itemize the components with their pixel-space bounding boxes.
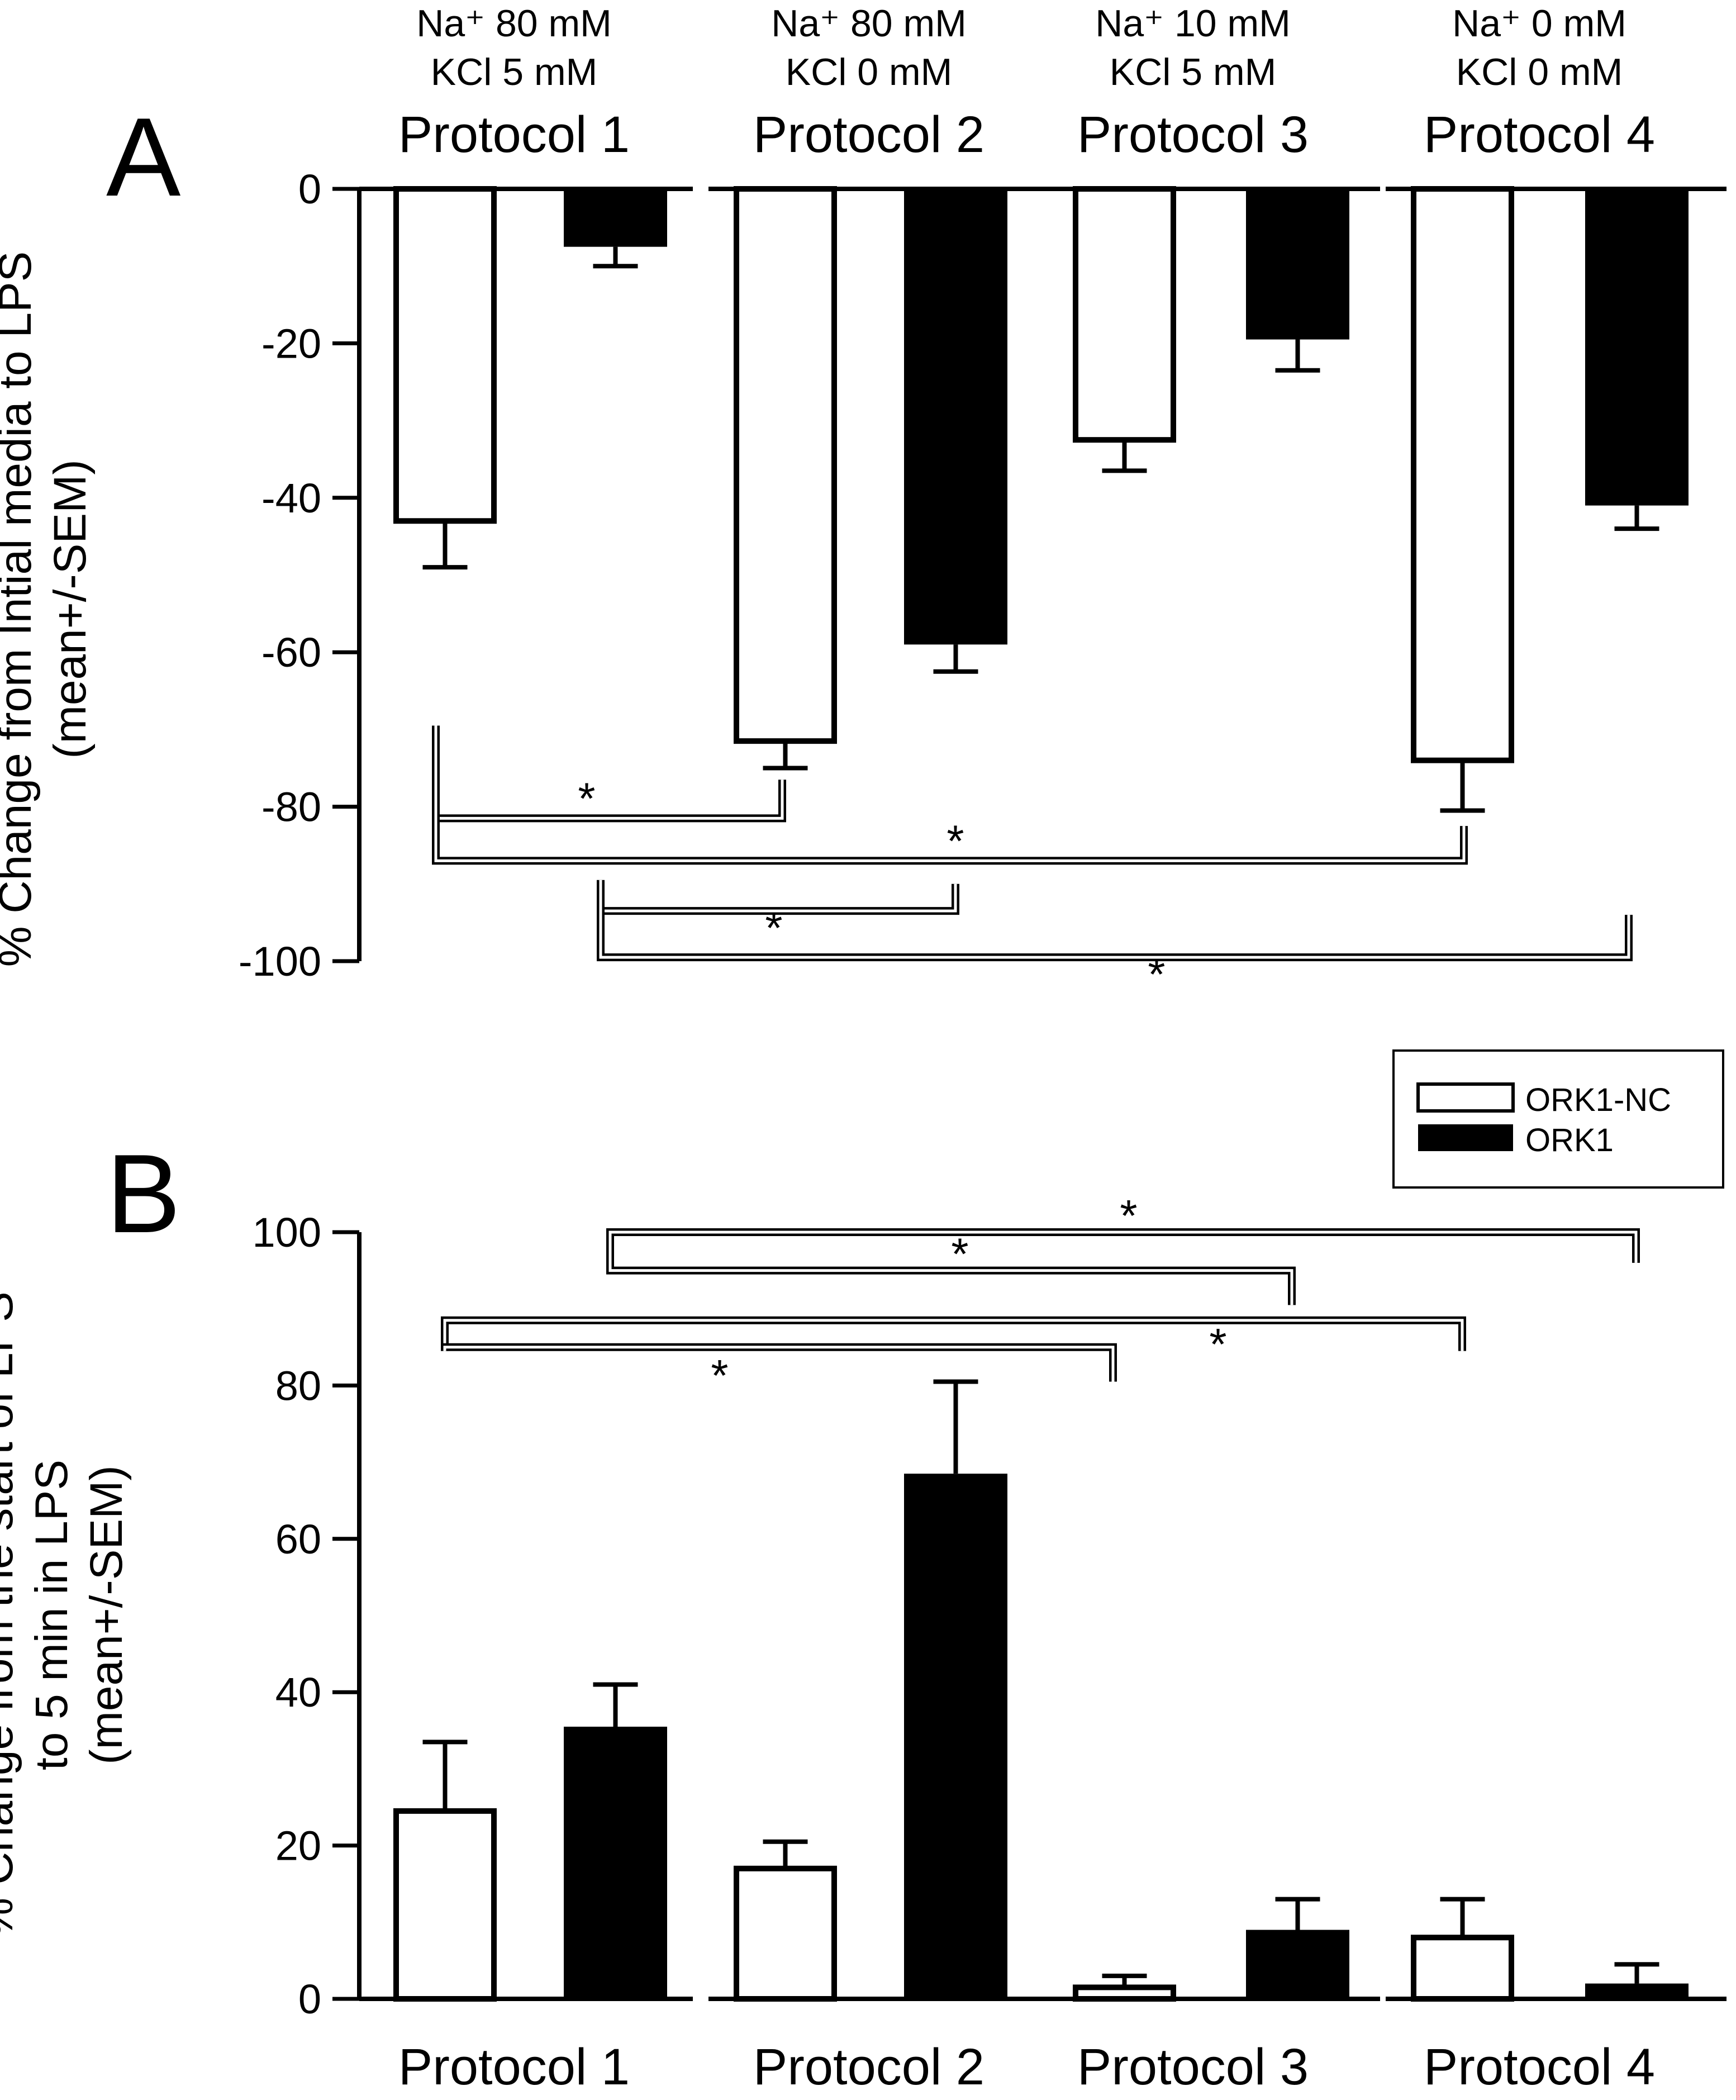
panel-b-bar-protocol-2-ork1	[904, 1474, 1007, 1999]
panel-a-header-protocol-4: Protocol 4	[1424, 106, 1655, 163]
legend: ORK1-NC ORK1	[1392, 1049, 1724, 1189]
panel-a-chart: A % Change from Intial media to LPS(mean…	[0, 2, 1727, 999]
panel-a-condition-kcl-protocol-3: KCl 5 mM	[1110, 51, 1276, 93]
panel-a-letter: A	[106, 95, 181, 220]
panel-b-x-label-protocol-1: Protocol 1	[398, 2039, 630, 2096]
panel-a-bars	[393, 186, 1689, 813]
panel-a-condition-kcl-protocol-4: KCl 0 mM	[1456, 51, 1623, 93]
panel-a-y-tick-label-2: -40	[261, 475, 321, 521]
legend-label-ork1: ORK1	[1525, 1122, 1614, 1158]
panel-b-bar-protocol-2-ork1-nc	[734, 1865, 837, 2002]
panel-a-protocol-headers: Na⁺ 80 mM KCl 5 mM Protocol 1 Na⁺ 80 mM KCl …	[398, 2, 1655, 163]
panel-b-bar-protocol-4-ork1-nc	[1411, 1935, 1514, 2002]
panel-a-significance-1-outer	[432, 725, 786, 823]
panel-a-condition-kcl-protocol-1: KCl 5 mM	[431, 51, 597, 93]
panel-b-bar-protocol-3-ork1-nc	[1073, 1984, 1176, 2002]
panel-a-y-tick-label-3: -60	[261, 629, 321, 676]
panel-a-bar-protocol-1-ork1	[564, 189, 667, 247]
panel-a-header-protocol-1: Protocol 1	[398, 106, 630, 163]
panel-b-y-label-line-1: % Change from the start of LPS	[0, 1291, 22, 1939]
panel-a-significance-brackets: * * * *	[432, 725, 1633, 999]
panel-b-y-tick-label-1: 20	[275, 1823, 321, 1869]
panel-a-y-axis-label: % Change from Intial media to LPS(mean+/…	[0, 251, 96, 967]
panel-b-x-label-protocol-3: Protocol 3	[1077, 2039, 1309, 2096]
panel-b-significance-2-inner	[608, 1259, 1293, 1305]
panel-b-x-label-protocol-2: Protocol 2	[753, 2039, 984, 2096]
panel-b-significance-4-outer	[441, 1343, 1117, 1382]
panel-b-letter: B	[106, 1132, 180, 1256]
panel-a-significance-2-inner	[434, 725, 1466, 862]
panel-a-y-label-line-2: (mean+/-SEM)	[45, 459, 96, 758]
panel-b-significance-brackets: * * * *	[441, 1191, 1640, 1400]
panel-a-y-label-line-1: % Change from Intial media to LPS	[0, 251, 41, 967]
panel-a-condition-na-protocol-2: Na⁺ 80 mM	[771, 2, 967, 45]
panel-b-significance-2-star: *	[951, 1229, 968, 1279]
panel-b-significance-3-star: *	[1209, 1319, 1226, 1369]
panel-a-bar-protocol-3-ork1-nc	[1073, 186, 1176, 443]
panel-b-significance-3-inner	[443, 1319, 1464, 1351]
panel-a-bar-protocol-2-ork1	[904, 189, 1007, 645]
panel-b-significance-4-inner	[443, 1346, 1115, 1382]
panel-b-y-label-line-2: to 5 min in LPS	[26, 1460, 77, 1770]
panel-b-y-tick-label-4: 80	[275, 1362, 321, 1409]
panel-a-condition-na-protocol-3: Na⁺ 10 mM	[1095, 2, 1291, 45]
panel-b-significance-1-inner	[608, 1230, 1638, 1263]
panel-b-significance-4-star: *	[711, 1351, 728, 1400]
legend-frame	[1392, 1049, 1724, 1189]
panel-a-significance-4-outer	[597, 880, 1633, 962]
panel-a-y-tick-label-0: 0	[298, 166, 321, 212]
panel-a-bar-protocol-2-ork1-nc	[734, 186, 837, 744]
panel-b-y-tick-label-5: 100	[253, 1209, 321, 1256]
legend-swatch-ork1	[1418, 1124, 1513, 1151]
panel-b-x-tick-labels: Protocol 1 Protocol 2 Protocol 3 Protocol 4	[398, 2039, 1655, 2096]
panel-b-y-tick-label-0: 0	[298, 1976, 321, 2022]
panel-a-significance-1-inner	[434, 725, 784, 820]
panel-a-condition-na-protocol-4: Na⁺ 0 mM	[1452, 2, 1626, 45]
panel-a-y-tick-label-4: -80	[261, 784, 321, 830]
panel-a-header-protocol-3: Protocol 3	[1077, 106, 1309, 163]
panel-b-bars	[393, 1379, 1689, 2002]
legend-label-ork1-nc: ORK1-NC	[1525, 1082, 1671, 1118]
panel-a-header-protocol-2: Protocol 2	[753, 106, 984, 163]
panel-b-y-tick-label-2: 40	[275, 1669, 321, 1716]
panel-a-condition-kcl-protocol-2: KCl 0 mM	[786, 51, 952, 93]
panel-b-bar-protocol-1-ork1	[564, 1726, 667, 1999]
panel-a-bar-protocol-4-ork1-nc	[1411, 186, 1514, 763]
panel-a-significance-4-inner	[599, 880, 1630, 959]
panel-b-bar-protocol-1-ork1-nc	[393, 1808, 497, 2002]
legend-swatch-ork1-nc	[1416, 1082, 1515, 1113]
panel-a-significance-3-star: *	[765, 903, 782, 953]
panel-b-bar-protocol-4-ork1	[1585, 1983, 1689, 1999]
panel-a-bar-protocol-3-ork1	[1246, 189, 1349, 340]
panel-a-y-tick-label-5: -100	[239, 938, 321, 985]
panel-a-significance-4-star: *	[1148, 949, 1165, 999]
panel-a-bar-protocol-4-ork1	[1585, 189, 1689, 506]
panel-b-bar-protocol-3-ork1	[1246, 1930, 1349, 1999]
panel-a-significance-1-star: *	[578, 773, 595, 823]
panel-b-x-label-protocol-4: Protocol 4	[1424, 2039, 1655, 2096]
panel-b-y-label-line-3: (mean+/-SEM)	[81, 1465, 132, 1764]
panel-a-significance-2-star: *	[947, 816, 964, 866]
panel-b-y-tick-label-3: 60	[275, 1516, 321, 1562]
panel-b-significance-1-star: *	[1120, 1191, 1137, 1241]
panel-a-y-tick-label-1: -20	[261, 320, 321, 367]
panel-a-condition-na-protocol-1: Na⁺ 80 mM	[416, 2, 612, 45]
panel-a-bar-protocol-1-ork1-nc	[393, 186, 497, 524]
